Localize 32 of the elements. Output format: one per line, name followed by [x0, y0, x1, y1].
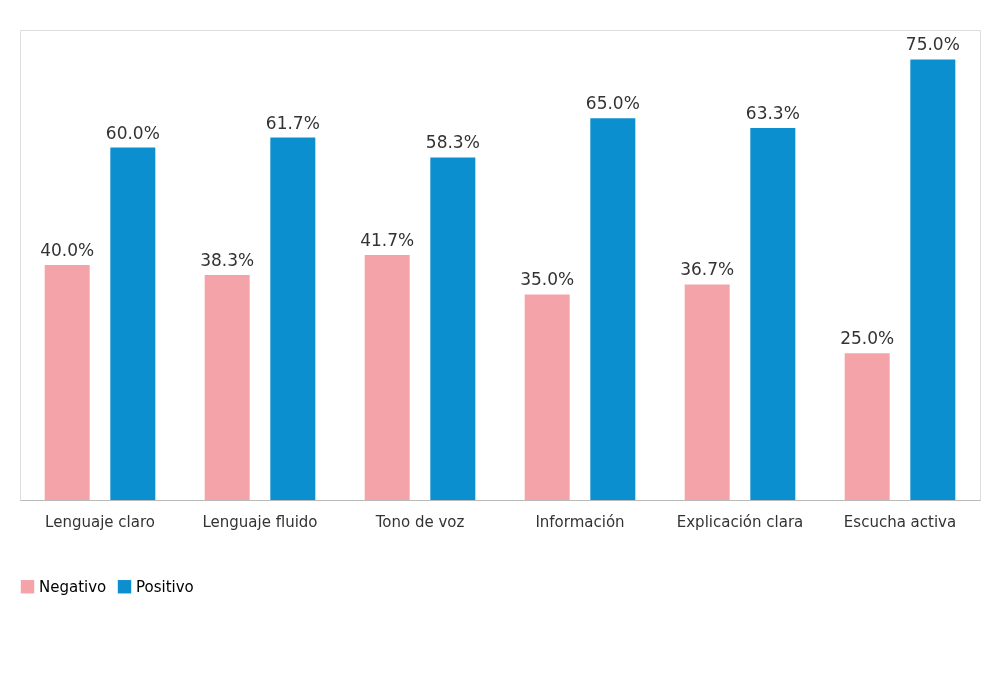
data-label: 35.0%	[520, 269, 575, 290]
x-tick-label: Lenguaje claro	[45, 512, 155, 531]
x-tick-label: Explicación clara	[676, 512, 804, 531]
data-label: 61.7%	[265, 112, 320, 133]
bar	[524, 294, 570, 500]
data-label: 65.0%	[585, 93, 640, 114]
data-label: 63.3%	[745, 103, 800, 124]
data-label: 38.3%	[200, 249, 255, 270]
data-label: 60.0%	[105, 122, 160, 143]
bar	[270, 137, 316, 500]
x-tick-label: Información	[535, 512, 625, 531]
data-label: 75.0%	[905, 34, 960, 55]
x-tick-label: Lenguaje fluido	[202, 512, 318, 531]
data-label: 25.0%	[840, 328, 895, 349]
bar	[590, 118, 636, 500]
bar	[430, 157, 476, 500]
bar	[44, 265, 90, 500]
data-label: 41.7%	[360, 230, 415, 251]
bar	[910, 59, 956, 500]
bar	[844, 353, 890, 500]
bar	[750, 128, 796, 500]
bar	[684, 284, 730, 500]
bar	[364, 255, 410, 500]
data-label: 58.3%	[425, 132, 480, 153]
legend-label: Positivo	[136, 577, 194, 596]
x-tick-label: Escucha activa	[843, 512, 957, 531]
bar	[110, 147, 156, 500]
bar	[204, 274, 250, 500]
legend-label: Negativo	[39, 577, 107, 596]
data-label: 40.0%	[40, 240, 95, 260]
x-tick-label: Tono de voz	[374, 512, 465, 531]
data-label: 36.7%	[680, 259, 735, 280]
